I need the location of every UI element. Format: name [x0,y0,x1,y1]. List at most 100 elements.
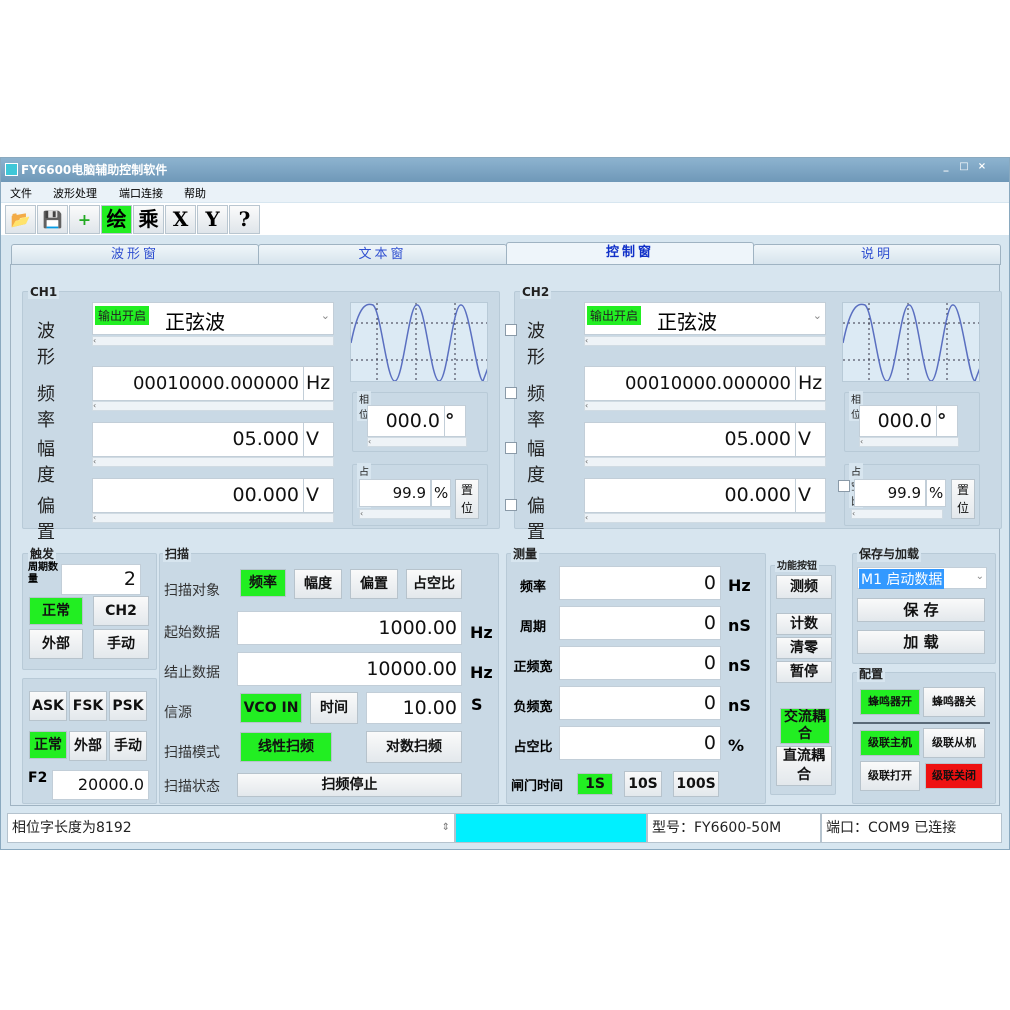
mod-external-button[interactable]: 外部 [69,731,107,761]
ch1-waveform-scrollbar[interactable]: ‹ [92,336,334,346]
sweep-stop-button[interactable]: 扫频停止 [237,773,462,797]
status-scroll-icon[interactable]: ⇕ [441,822,450,833]
checkbox[interactable] [505,387,517,399]
ch2-phase-scrollbar[interactable]: ‹ [859,437,959,447]
ch1-reset-button[interactable]: 置位 [455,479,479,519]
ch1-phase-scrollbar[interactable]: ‹ [367,437,467,447]
menu-port[interactable]: 端口连接 [119,187,163,200]
memory-slot-select[interactable]: M1 启动数据 ⌄ [857,567,987,589]
sweep-object-freq[interactable]: 频率 [240,569,286,597]
ch1-amp-input[interactable]: 05.000 [92,422,304,457]
gate-1s-button[interactable]: 1S [577,773,613,795]
menu-file[interactable]: 文件 [10,187,32,200]
ch1-amp-label: 幅度 [37,439,55,486]
sine-wave [843,303,979,381]
checkbox[interactable] [505,324,517,336]
x-icon[interactable]: X [165,205,196,234]
ch1-duty-scrollbar[interactable]: ‹ [359,509,451,519]
sweep-time-input[interactable]: 10.00 [366,692,462,724]
ch2-waveform-select[interactable]: 输出开启 正弦波 ⌄ [584,302,826,335]
checkbox[interactable] [838,480,850,492]
ch2-freq-scrollbar[interactable]: ‹ [584,401,826,411]
clear-button[interactable]: 清零 [776,637,832,659]
load-button[interactable]: 加 载 [857,630,985,654]
cascade-slave-button[interactable]: 级联从机 [923,728,985,758]
gate-10s-button[interactable]: 10S [624,771,662,797]
time-button[interactable]: 时间 [310,692,358,724]
draw-icon[interactable]: 绘 [101,205,132,234]
y-icon[interactable]: Y [197,205,228,234]
ch2-freq-input[interactable]: 00010000.000000 [584,366,796,401]
count-button[interactable]: 计数 [776,613,832,635]
ch1-output-toggle[interactable]: 输出开启 [95,306,150,325]
psk-button[interactable]: PSK [109,691,147,721]
ch1-offset-input[interactable]: 00.000 [92,478,304,513]
ch1-amp-scrollbar[interactable]: ‹ [92,457,334,467]
ch2-reset-button[interactable]: 置位 [951,479,975,519]
ac-coupling-button[interactable]: 交流耦合 [780,708,830,744]
ch2-output-toggle[interactable]: 输出开启 [587,306,642,325]
mod-manual-button[interactable]: 手动 [109,731,147,761]
trigger-ch2-button[interactable]: CH2 [93,596,149,626]
pause-button[interactable]: 暂停 [776,661,832,683]
count-input[interactable]: 2 [61,564,141,595]
ch2-offset-input[interactable]: 00.000 [584,478,796,513]
ch1-freq-input[interactable]: 00010000.000000 [92,366,304,401]
log-sweep-button[interactable]: 对数扫频 [366,731,462,763]
fsk-button[interactable]: FSK [69,691,107,721]
ch1-freq-scrollbar[interactable]: ‹ [92,401,334,411]
sweep-start-input[interactable]: 1000.00 [237,611,462,645]
trigger-manual-button[interactable]: 手动 [93,629,149,659]
trigger-normal-button[interactable]: 正常 [29,597,83,625]
multiply-icon[interactable]: 乘 [133,205,164,234]
dc-coupling-button[interactable]: 直流耦合 [776,746,832,786]
ch2-amp-input[interactable]: 05.000 [584,422,796,457]
ch2-duty-input[interactable]: 99.9 [854,479,926,507]
close-button[interactable]: × [977,161,987,172]
f2-input[interactable]: 20000.0 [52,770,149,800]
open-folder-icon[interactable]: 📂 [5,205,36,234]
buzzer-on-button[interactable]: 蜂鸣器开 [860,689,920,715]
ch2-freq-unit: Hz [795,366,826,401]
tab-help[interactable]: 说明 [753,244,1001,265]
menu-help[interactable]: 帮助 [184,187,206,200]
function-title: 功能按钮 [775,557,819,572]
buzzer-off-button[interactable]: 蜂鸣器关 [923,687,985,717]
sweep-object-amp[interactable]: 幅度 [294,569,342,599]
tab-waveform[interactable]: 波形窗 [11,244,259,265]
measure-freq-button[interactable]: 测频 [776,575,832,599]
sweep-end-input[interactable]: 10000.00 [237,652,462,686]
ch2-duty-scrollbar[interactable]: ‹ [851,509,943,519]
add-icon[interactable]: + [69,205,100,234]
linear-sweep-button[interactable]: 线性扫频 [240,732,332,762]
help-icon[interactable]: ? [229,205,260,234]
mod-normal-button[interactable]: 正常 [29,731,67,759]
vco-in-button[interactable]: VCO IN [240,693,302,723]
minimize-button[interactable]: _ [943,161,949,172]
trigger-external-button[interactable]: 外部 [29,629,83,659]
ch1-waveform-select[interactable]: 输出开启 正弦波 ⌄ [92,302,334,335]
ask-button[interactable]: ASK [29,691,67,721]
save-button[interactable]: 保 存 [857,598,985,622]
ch2-offset-scrollbar[interactable]: ‹ [584,513,826,523]
ch2-phase-input[interactable]: 000.0 [859,405,937,437]
tab-control[interactable]: 控制窗 [506,242,754,265]
gate-100s-button[interactable]: 100S [673,771,719,797]
ch1-duty-input[interactable]: 99.9 [359,479,431,507]
cascade-close-button[interactable]: 级联关闭 [925,763,983,789]
cascade-master-button[interactable]: 级联主机 [860,730,920,756]
ch2-freq-label: 频率 [527,384,545,431]
ch1-offset-scrollbar[interactable]: ‹ [92,513,334,523]
ch2-waveform-scrollbar[interactable]: ‹ [584,336,826,346]
menu-waveform[interactable]: 波形处理 [53,187,97,200]
tab-text[interactable]: 文本窗 [258,244,507,265]
cascade-open-button[interactable]: 级联打开 [860,761,920,791]
maximize-button[interactable]: □ [959,161,969,172]
checkbox[interactable] [505,499,517,511]
ch1-phase-input[interactable]: 000.0 [367,405,445,437]
checkbox[interactable] [505,442,517,454]
sweep-object-offset[interactable]: 偏置 [350,569,398,599]
ch2-amp-scrollbar[interactable]: ‹ [584,457,826,467]
sweep-object-duty[interactable]: 占空比 [406,569,462,599]
save-icon[interactable]: 💾 [37,205,68,234]
